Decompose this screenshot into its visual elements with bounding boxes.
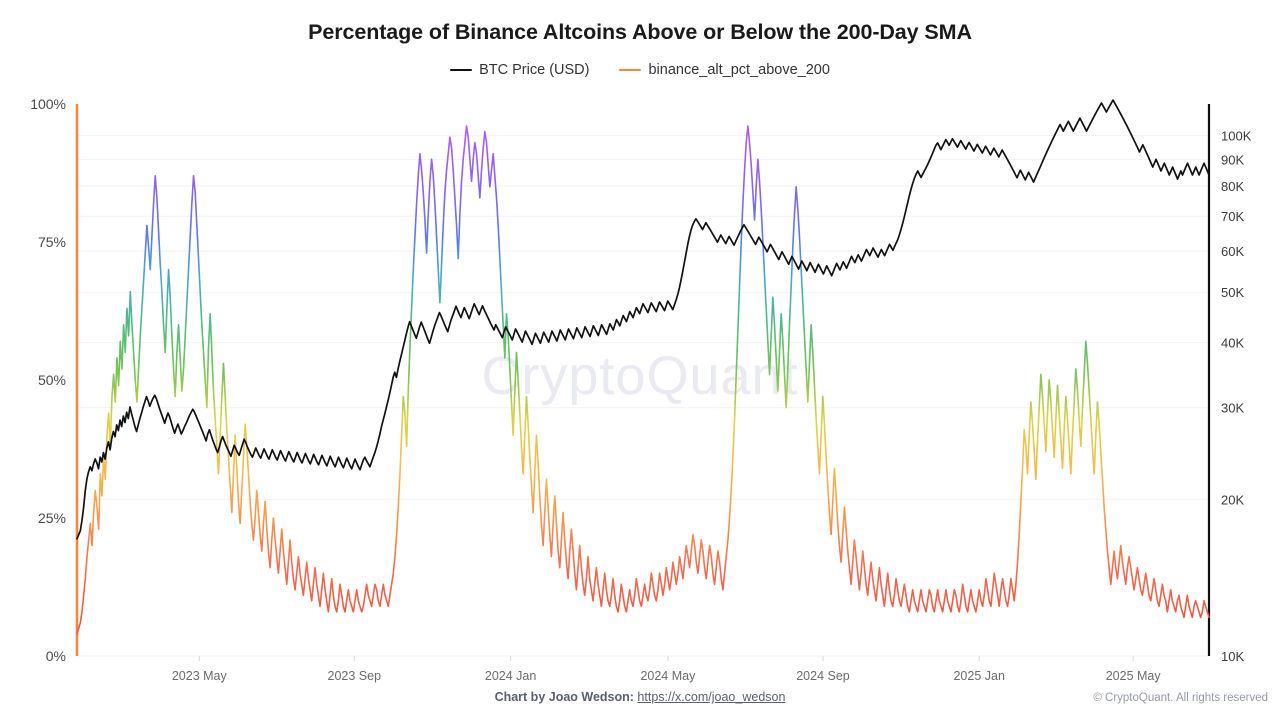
right-axis-tick: 100K <box>1221 129 1252 144</box>
right-axis-tick: 50K <box>1221 285 1244 300</box>
right-axis-tick: 40K <box>1221 336 1244 351</box>
chart-title: Percentage of Binance Altcoins Above or … <box>308 20 972 44</box>
chart-legend: BTC Price (USD) binance_alt_pct_above_20… <box>0 62 1280 78</box>
series-line-btc-price <box>76 99 1210 540</box>
left-axis-tick: 25% <box>38 510 66 526</box>
x-axis-tick: 2024 Jan <box>485 669 536 683</box>
right-axis-tick: 30K <box>1221 401 1244 416</box>
legend-item-alt-pct[interactable]: binance_alt_pct_above_200 <box>619 62 830 78</box>
legend-label-btc-price: BTC Price (USD) <box>479 62 590 78</box>
footer-credit-link[interactable]: https://x.com/joao_wedson <box>637 690 786 704</box>
series-line-alt-pct <box>76 125 1210 635</box>
left-axis-tick: 50% <box>38 372 66 388</box>
x-axis-tick: 2025 May <box>1106 669 1162 683</box>
left-axis-tick: 100% <box>30 96 66 112</box>
x-axis-tick: 2024 May <box>640 669 696 683</box>
right-axis-tick: 10K <box>1221 649 1244 664</box>
right-axis-tick: 90K <box>1221 152 1244 167</box>
x-axis-tick: 2024 Sep <box>796 669 850 683</box>
left-axis-tick: 0% <box>46 648 66 664</box>
left-axis-tick-labels: 0% 25% 50% 75% 100% <box>30 96 66 664</box>
x-axis-tick: 2023 May <box>172 669 228 683</box>
legend-swatch-alt-pct <box>619 68 642 72</box>
legend-swatch-btc-price <box>450 68 473 72</box>
left-axis-tick: 75% <box>38 234 66 250</box>
right-axis-tick-labels: 10K 20K 30K 40K 50K 60K 70K 80K 90K 100K <box>1221 129 1252 664</box>
x-axis-tick: 2025 Jan <box>953 669 1004 683</box>
legend-label-alt-pct: binance_alt_pct_above_200 <box>648 62 830 78</box>
right-axis-tick: 80K <box>1221 179 1244 194</box>
x-axis-tick: 2023 Sep <box>328 669 382 683</box>
x-axis-tick-labels: 2023 May 2023 Sep 2024 Jan 2024 May 2024 Sep… <box>172 656 1162 683</box>
chart-gridlines <box>77 135 1209 657</box>
footer-credit: Chart by Joao Wedson: https://x.com/joao… <box>0 690 1280 704</box>
footer-copyright: © CryptoQuant. All rights reserved <box>1093 692 1268 704</box>
footer-credit-prefix: Chart by Joao Wedson: <box>494 690 634 704</box>
legend-item-btc-price[interactable]: BTC Price (USD) <box>450 62 589 78</box>
right-axis-tick: 20K <box>1221 492 1244 507</box>
right-axis-tick: 60K <box>1221 244 1244 259</box>
right-axis-tick: 70K <box>1221 209 1244 224</box>
